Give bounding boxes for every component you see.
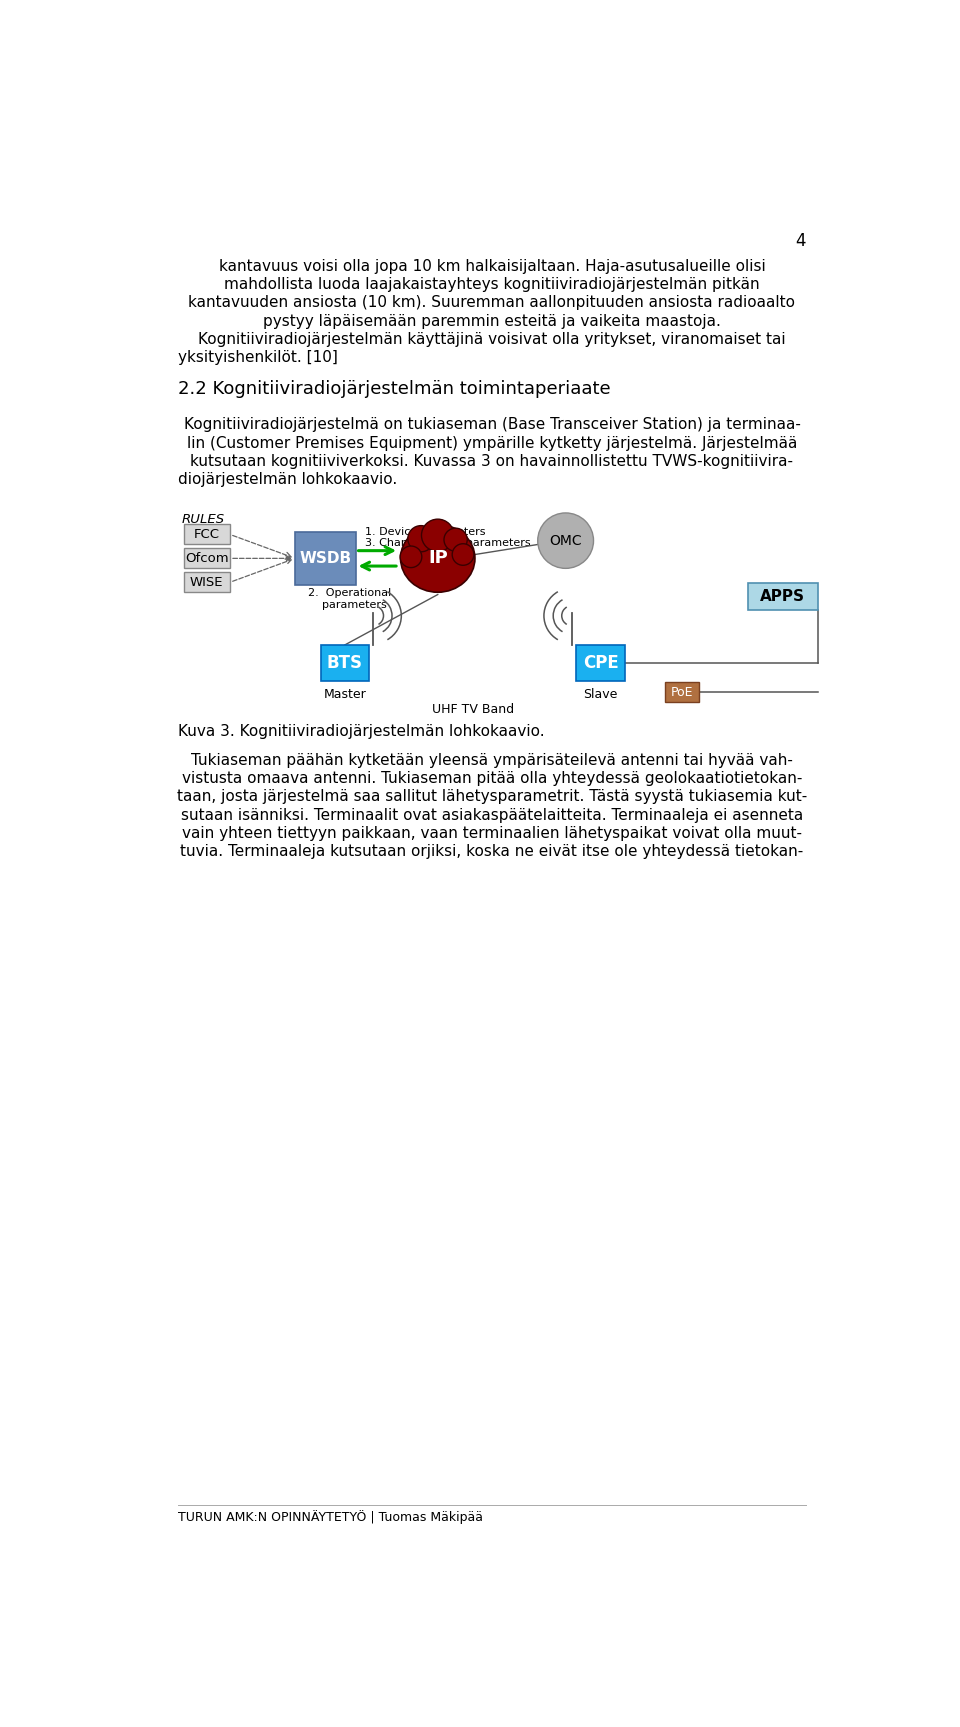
- Text: Tukiaseman päähän kytketään yleensä ympärisäteilevä antenni tai hyvää vah-: Tukiaseman päähän kytketään yleensä ympä…: [191, 753, 793, 769]
- Text: 3. Channel usage parameters: 3. Channel usage parameters: [365, 537, 531, 547]
- Text: yksityishenkilöt. [10]: yksityishenkilöt. [10]: [179, 351, 338, 366]
- Text: UHF TV Band: UHF TV Band: [432, 703, 514, 715]
- Text: taan, josta järjestelmä saa sallitut lähetysparametrit. Tästä syystä tukiasemia : taan, josta järjestelmä saa sallitut läh…: [177, 789, 807, 805]
- Text: tuvia. Terminaaleja kutsutaan orjiksi, koska ne eivät itse ole yhteydessä tietok: tuvia. Terminaaleja kutsutaan orjiksi, k…: [180, 845, 804, 860]
- FancyBboxPatch shape: [665, 682, 699, 703]
- FancyBboxPatch shape: [295, 532, 355, 584]
- Text: IP: IP: [428, 549, 447, 568]
- Circle shape: [421, 520, 454, 551]
- Text: diojärjestelmän lohkokaavio.: diojärjestelmän lohkokaavio.: [179, 471, 397, 487]
- Text: lin (Customer Premises Equipment) ympärille kytketty järjestelmä. Järjestelmää: lin (Customer Premises Equipment) ympäri…: [187, 435, 797, 451]
- Text: 2.2 Kognitiiviradiojärjestelmän toimintaperiaate: 2.2 Kognitiiviradiojärjestelmän toiminta…: [179, 380, 611, 399]
- Circle shape: [400, 546, 421, 568]
- Text: vain yhteen tiettyyn paikkaan, vaan terminaalien lähetyspaikat voivat olla muut-: vain yhteen tiettyyn paikkaan, vaan term…: [182, 826, 802, 841]
- Text: Master: Master: [324, 687, 366, 701]
- Text: APPS: APPS: [760, 589, 805, 604]
- Text: PoE: PoE: [671, 686, 693, 699]
- Text: RULES: RULES: [182, 513, 226, 527]
- Text: Kuva 3. Kognitiiviradiojärjestelmän lohkokaavio.: Kuva 3. Kognitiiviradiojärjestelmän lohk…: [179, 724, 544, 739]
- Text: TURUN AMK:N OPINNÄYTETYÖ | Tuomas Mäkipää: TURUN AMK:N OPINNÄYTETYÖ | Tuomas Mäkipä…: [179, 1509, 483, 1523]
- Text: FCC: FCC: [194, 528, 220, 541]
- Text: sutaan isänniksi. Terminaalit ovat asiakaspäätelaitteita. Terminaaleja ei asenne: sutaan isänniksi. Terminaalit ovat asiak…: [180, 808, 804, 822]
- Text: kantavuuden ansiosta (10 km). Suuremman aallonpituuden ansiosta radioaalto: kantavuuden ansiosta (10 km). Suuremman …: [188, 295, 796, 311]
- Text: kutsutaan kognitiiviverkoksi. Kuvassa 3 on havainnollistettu TVWS-kognitiivira-: kutsutaan kognitiiviverkoksi. Kuvassa 3 …: [190, 454, 794, 470]
- Text: OMC: OMC: [549, 534, 582, 547]
- Text: WSDB: WSDB: [300, 551, 351, 566]
- Text: pystyy läpäisemään paremmin esteitä ja vaikeita maastoja.: pystyy läpäisemään paremmin esteitä ja v…: [263, 314, 721, 328]
- Text: Slave: Slave: [584, 687, 617, 701]
- Text: WISE: WISE: [190, 575, 224, 589]
- Circle shape: [444, 528, 468, 551]
- Text: 4: 4: [796, 231, 805, 250]
- Circle shape: [538, 513, 593, 568]
- FancyBboxPatch shape: [183, 549, 230, 568]
- Text: Kognitiiviradiojärjestelmän käyttäjinä voisivat olla yritykset, viranomaiset tai: Kognitiiviradiojärjestelmän käyttäjinä v…: [198, 332, 786, 347]
- Ellipse shape: [400, 525, 475, 592]
- Circle shape: [408, 525, 434, 553]
- Text: CPE: CPE: [583, 655, 618, 672]
- Text: 2.  Operational
    parameters: 2. Operational parameters: [308, 589, 392, 610]
- Text: vistusta omaava antenni. Tukiaseman pitää olla yhteydessä geolokaatiotietokan-: vistusta omaava antenni. Tukiaseman pitä…: [181, 772, 803, 786]
- Text: Kognitiiviradiojärjestelmä on tukiaseman (Base Transceiver Station) ja terminaa-: Kognitiiviradiojärjestelmä on tukiaseman…: [183, 418, 801, 432]
- FancyBboxPatch shape: [576, 644, 625, 680]
- Text: kantavuus voisi olla jopa 10 km halkaisijaltaan. Haja-asutusalueille olisi: kantavuus voisi olla jopa 10 km halkaisi…: [219, 259, 765, 275]
- Text: Ofcom: Ofcom: [185, 553, 228, 565]
- FancyBboxPatch shape: [321, 644, 369, 680]
- Text: 1. Device parameters: 1. Device parameters: [365, 527, 486, 537]
- Text: BTS: BTS: [326, 655, 363, 672]
- Text: mahdollista luoda laajakaistayhteys kognitiiviradiojärjestelmän pitkän: mahdollista luoda laajakaistayhteys kogn…: [225, 276, 759, 292]
- FancyBboxPatch shape: [748, 582, 818, 610]
- Circle shape: [452, 544, 474, 565]
- FancyBboxPatch shape: [183, 572, 230, 592]
- FancyBboxPatch shape: [183, 525, 230, 544]
